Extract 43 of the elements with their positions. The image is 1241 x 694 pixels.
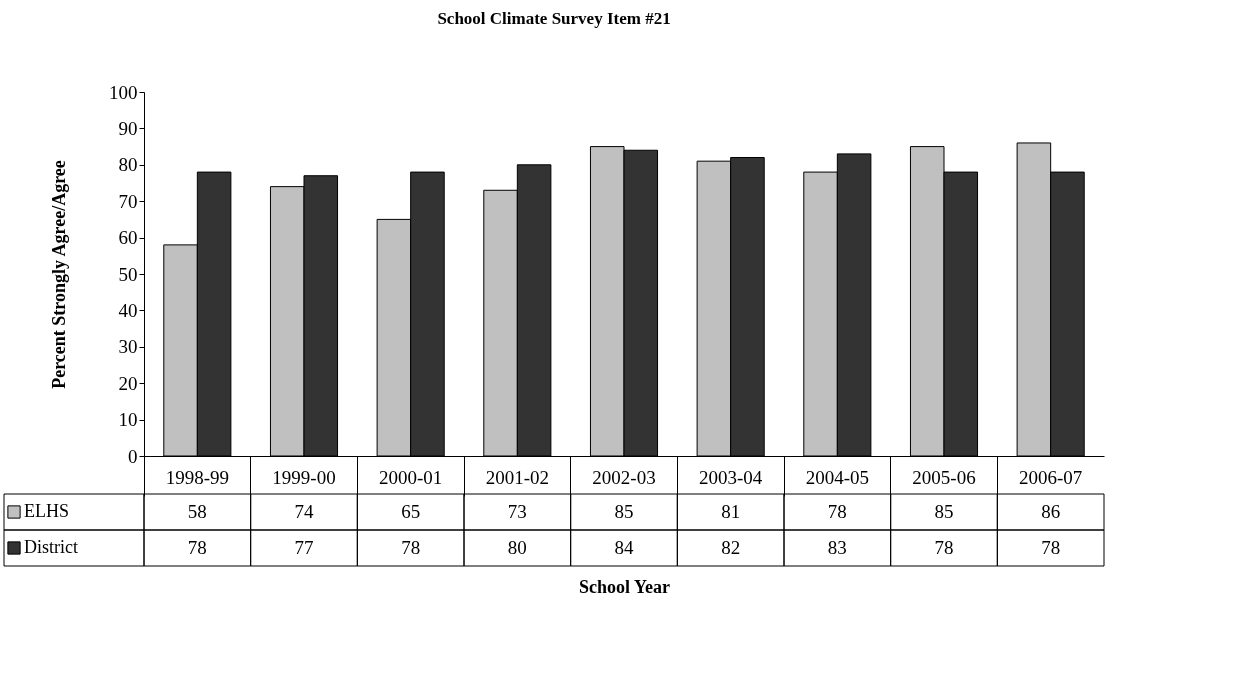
y-tick-label: 40 — [118, 299, 138, 321]
data-label: 80 — [507, 537, 527, 558]
y-tick-label: 0 — [128, 445, 138, 467]
x-tick-label: 2005-06 — [912, 466, 976, 488]
data-label: 83 — [827, 537, 847, 558]
x-tick-label: 1999-00 — [272, 466, 336, 488]
data-label: 78 — [934, 537, 954, 558]
data-label: 65 — [401, 501, 421, 522]
x-tick-label: 2006-07 — [1019, 466, 1083, 488]
x-tick-label: 2000-01 — [379, 466, 443, 488]
x-tick-label: 2002-03 — [592, 466, 656, 488]
data-label: 78 — [401, 537, 421, 558]
data-label: 85 — [934, 501, 954, 522]
data-label: 58 — [187, 501, 207, 522]
y-tick-label: 70 — [118, 190, 138, 212]
legend-label: ELHS — [24, 501, 69, 521]
x-tick-label: 2003-04 — [699, 466, 763, 488]
y-tick-label: 60 — [118, 227, 138, 249]
y-tick-label: 50 — [118, 263, 138, 285]
data-label: 73 — [507, 501, 527, 522]
y-axis-title: Percent Strongly Agree/Agree — [49, 160, 69, 389]
data-label: 85 — [614, 501, 634, 522]
y-tick-label: 100 — [109, 81, 138, 103]
data-label: 77 — [294, 537, 314, 558]
data-label: 78 — [1041, 537, 1061, 558]
y-tick-label: 20 — [118, 372, 138, 394]
data-label: 86 — [1041, 501, 1061, 522]
x-tick-label: 2001-02 — [485, 466, 549, 488]
data-label: 78 — [827, 501, 847, 522]
data-label: 74 — [294, 501, 314, 522]
y-tick-label: 10 — [118, 409, 138, 431]
legend-label: District — [24, 537, 78, 557]
data-label: 81 — [721, 501, 741, 522]
data-label: 78 — [187, 537, 207, 558]
data-label: 82 — [721, 537, 741, 558]
chart-title: School Climate Survey Item #21 — [437, 9, 671, 28]
x-tick-label: 2004-05 — [805, 466, 869, 488]
x-axis-title: School Year — [579, 576, 670, 597]
data-label: 84 — [614, 537, 634, 558]
x-tick-label: 1998-99 — [165, 466, 229, 488]
y-tick-label: 30 — [118, 336, 138, 358]
y-tick-label: 90 — [118, 117, 138, 139]
y-tick-label: 80 — [118, 154, 138, 176]
